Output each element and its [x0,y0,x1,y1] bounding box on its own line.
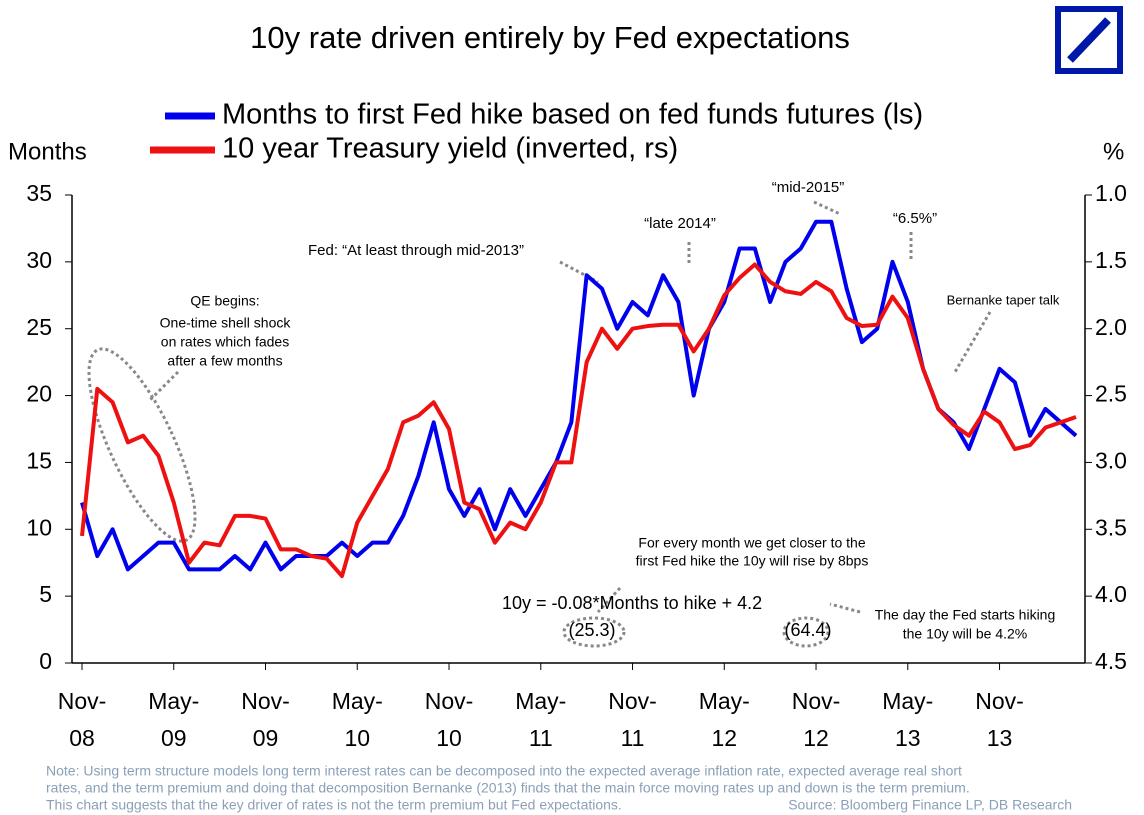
x-tick-label: May-13 [882,688,933,751]
y-tick-label: 30 [26,247,52,273]
legend-label: 10 year Treasury yield (inverted, rs) [222,133,678,165]
x-tick-label: Nov-09 [241,688,290,751]
annotation: For every month we get closer to the [638,535,865,551]
y-axis-label: Months [8,138,87,165]
annotation: after a few months [167,353,282,369]
annotation: 10y = -0.08*Months to hike + 4.2 [502,593,762,613]
y2-tick-label: 3.0 [1095,448,1127,474]
y-tick-label: 5 [39,581,52,607]
y2-tick-label: 3.5 [1095,514,1127,540]
annotation: Bernanke taper talk [947,292,1060,307]
y-tick-label: 35 [26,180,52,206]
source: Source: Bloomberg Finance LP, DB Researc… [788,797,1072,813]
x-tick-label: May-11 [515,688,566,751]
annotation: QE begins: [190,293,259,309]
y2-tick-label: 2.5 [1095,381,1127,407]
annotation: (25.3) [568,620,615,640]
y2-tick-label: 2.0 [1095,314,1127,340]
x-tick-label: Nov-12 [792,688,841,751]
y2-tick-label: 4.5 [1095,648,1127,674]
note: rates, and the term premium and doing th… [46,780,970,796]
x-tick-label: Nov-11 [608,688,657,751]
annotation: “6.5%” [893,210,937,227]
note: This chart suggests that the key driver … [46,797,622,813]
annotation: first Fed hike the 10y will rise by 8bps [636,553,869,569]
annotation: “late 2014” [644,215,716,232]
x-tick-label: Nov-08 [58,688,107,751]
annotation: One-time shell shock [160,315,292,331]
callout-shapes [87,200,992,648]
series-line [80,262,1077,579]
y2-tick-label: 1.0 [1095,180,1127,206]
y2-tick-label: 1.5 [1095,247,1127,273]
chart-title: 10y rate driven entirely by Fed expectat… [250,20,850,55]
y2-tick-label: 4.0 [1095,581,1127,607]
y-tick-label: 15 [26,448,52,474]
annotation: Fed: “At least through mid-2013” [308,242,524,259]
x-tick-label: May-09 [148,688,199,751]
x-tick-label: May-10 [332,688,383,751]
note: Note: Using term structure models long t… [46,763,962,779]
y2-axis-label: % [1103,138,1124,165]
annotation: the 10y will be 4.2% [903,626,1028,642]
y-tick-label: 10 [26,514,52,540]
legend-label: Months to first Fed hike based on fed fu… [222,99,923,131]
logo [1055,6,1123,74]
annotation: The day the Fed starts hiking [875,607,1056,623]
annotation: “mid-2015” [772,179,845,196]
annotation: (64.4) [784,620,831,640]
annotation: on rates which fades [161,334,289,350]
y-tick-label: 20 [26,381,52,407]
y-tick-label: 25 [26,314,52,340]
series-line [80,219,1078,572]
x-tick-label: Nov-10 [425,688,474,751]
y-tick-label: 0 [39,648,52,674]
x-tick-label: Nov-13 [975,688,1024,751]
x-tick-label: May-12 [699,688,750,751]
